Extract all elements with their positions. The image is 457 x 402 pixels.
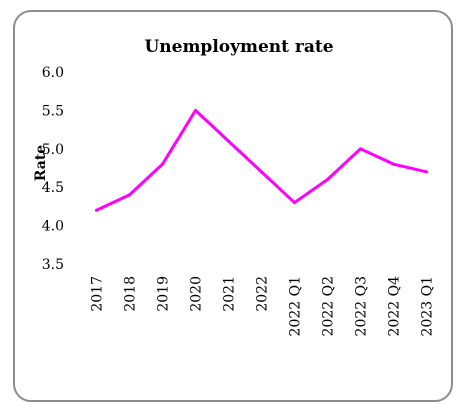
- data-point: [194, 108, 197, 112]
- data-point: [359, 147, 362, 151]
- x-tick-label: 2022: [255, 276, 271, 312]
- data-point: [95, 208, 98, 212]
- data-point: [161, 162, 164, 166]
- data-points: [95, 108, 428, 212]
- data-point: [128, 193, 131, 197]
- data-point: [392, 162, 395, 166]
- x-tick-label: 2022 Q2: [321, 276, 337, 336]
- chart-frame: [13, 10, 453, 402]
- y-tick-label: 5.5: [42, 103, 64, 119]
- data-point: [425, 170, 428, 174]
- y-tick-label: 6.0: [42, 65, 64, 81]
- data-point: [293, 201, 296, 205]
- y-tick-label: 5.0: [42, 142, 64, 158]
- data-point: [326, 178, 329, 182]
- y-tick-label: 4.0: [42, 219, 64, 235]
- line-chart: Unemployment rate Rate 6.0 5.5 5.0 4.5 4.0 3.…: [33, 37, 436, 337]
- y-axis-ticks: 6.0 5.5 5.0 4.5 4.0 3.5: [42, 65, 64, 273]
- x-tick-label: 2022 Q4: [387, 276, 403, 337]
- y-tick-label: 3.5: [42, 257, 64, 273]
- x-tick-label: 2019: [156, 276, 172, 312]
- series-line: [95, 108, 428, 212]
- x-tick-label: 2017: [90, 276, 106, 312]
- x-tick-label: 2021: [222, 276, 238, 312]
- x-tick-label: 2023 Q1: [420, 276, 436, 336]
- x-axis-ticks: 2017 2018 2019 2020 2021 2022 2022 Q1 2022 Q2 20…: [90, 276, 436, 337]
- x-tick-label: 2018: [123, 276, 139, 312]
- y-tick-label: 4.5: [42, 180, 64, 196]
- chart-title: Unemployment rate: [144, 37, 333, 57]
- x-tick-label: 2022 Q3: [354, 276, 370, 336]
- y-axis-label: Rate: [33, 145, 49, 181]
- data-point: [227, 139, 230, 143]
- x-tick-label: 2020: [189, 276, 205, 312]
- x-tick-label: 2022 Q1: [288, 276, 304, 336]
- data-point: [260, 170, 263, 174]
